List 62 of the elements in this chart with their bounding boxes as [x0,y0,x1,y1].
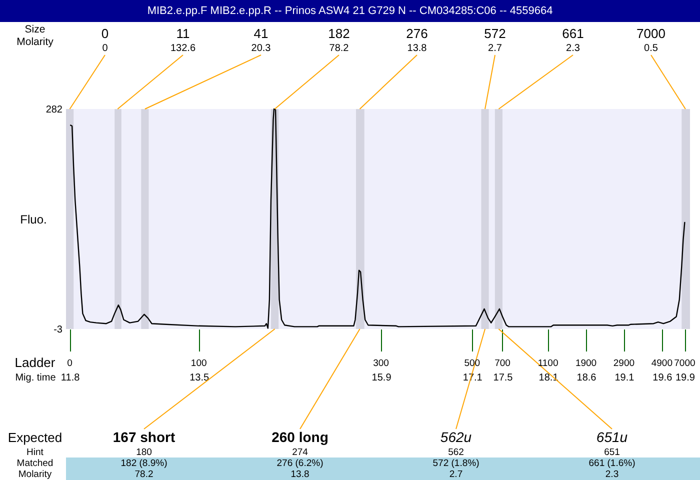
text: 0 [101,26,109,41]
chart-title: MIB2.e.pp.F MIB2.e.pp.R -- Prinos ASW4 21 G729 N -- CM034285:C06 -- 4559664 [147,5,553,17]
text: Expected [8,430,62,445]
x-tick-label: 11.8 [60,372,80,384]
text: 2.7 [488,43,502,54]
x-tick-label: 19.9 [675,372,696,384]
x-axis-title: Mig. time [15,372,56,384]
text: 78.2 [329,43,350,54]
text: 13.8 [290,469,310,480]
annotation: 41 [254,26,268,41]
text: Ladder [14,355,56,370]
y-tick-label: -3 [54,324,63,336]
text: 276 (6.2%) [276,458,324,469]
x-tick-label: 19.1 [614,372,635,384]
text: 132.6 [170,43,196,54]
text: 2.3 [566,43,580,54]
x-tick-label: 18.6 [576,372,597,384]
x-tick-label: 13.5 [190,372,210,384]
line-series [70,108,686,329]
y-axis-title: Fluo. [20,212,47,226]
annotation: 182 [328,26,350,41]
text: 7000 [674,358,696,369]
text: Size [24,24,46,36]
text: 13.8 [407,43,428,54]
text: Molarity [16,36,54,48]
text: 300 [373,358,389,369]
text: Hint [26,447,44,458]
annotation: 11 [176,26,190,41]
text: 2.3 [605,469,619,480]
text: 700 [494,358,510,369]
annotation: 167 short [112,429,176,445]
text: Molarity [18,469,52,480]
annotation: 7000 [636,26,666,41]
annotation: 260 long [272,429,328,445]
text: 4900 [651,358,672,369]
text: 661 (1.6%) [588,458,636,469]
text: 100 [190,358,207,369]
annotation: 276 [406,26,428,41]
text: 78.2 [134,469,154,480]
annotation: 651u [596,429,628,445]
annotation: 0 [102,43,108,54]
x-tick-label: 15.9 [372,372,392,384]
text: 1900 [575,358,597,369]
annotation: 661 [562,26,584,41]
text: 0.5 [644,43,658,54]
text: 562 [448,447,464,458]
text: 2900 [613,358,635,369]
text: 180 [136,447,152,458]
text: 0 [67,358,72,369]
x-tick-label: 17.5 [493,372,514,384]
text: 1100 [538,358,558,369]
annotation: 572 [484,26,506,41]
annotation: 562u [440,429,472,445]
text: 572 (1.8%) [432,458,480,469]
text: 274 [292,447,308,458]
text: 182 (8.9%) [120,458,168,469]
x-tick-label: 19.6 [652,372,673,384]
text: Matched [16,458,54,469]
text: 2.7 [449,469,463,480]
y-tick-label: 282 [46,104,63,116]
text: 20.3 [251,43,272,54]
text: 651 [604,447,620,458]
